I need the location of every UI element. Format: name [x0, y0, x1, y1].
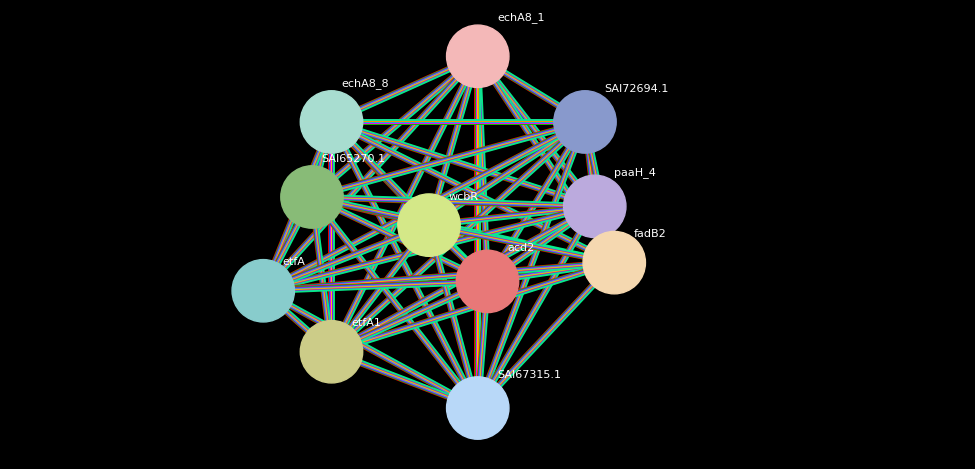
Text: echA8_1: echA8_1 — [497, 13, 545, 23]
Text: SAI65270.1: SAI65270.1 — [322, 154, 386, 164]
Text: fadB2: fadB2 — [634, 229, 667, 239]
Text: paaH_4: paaH_4 — [614, 167, 656, 178]
Ellipse shape — [447, 377, 509, 439]
Text: acd2: acd2 — [507, 243, 534, 253]
Ellipse shape — [456, 250, 519, 313]
Text: SAI72694.1: SAI72694.1 — [604, 84, 669, 94]
Ellipse shape — [564, 175, 626, 238]
Ellipse shape — [398, 194, 460, 257]
Text: wcbR: wcbR — [448, 192, 479, 202]
Ellipse shape — [232, 259, 294, 322]
Ellipse shape — [300, 320, 363, 383]
Ellipse shape — [447, 25, 509, 88]
Text: SAI67315.1: SAI67315.1 — [497, 370, 562, 380]
Text: etfA1: etfA1 — [351, 318, 381, 328]
Ellipse shape — [554, 91, 616, 153]
Text: etfA: etfA — [283, 257, 305, 267]
Ellipse shape — [281, 166, 343, 228]
Ellipse shape — [300, 91, 363, 153]
Text: echA8_8: echA8_8 — [341, 78, 389, 89]
Ellipse shape — [583, 231, 645, 294]
